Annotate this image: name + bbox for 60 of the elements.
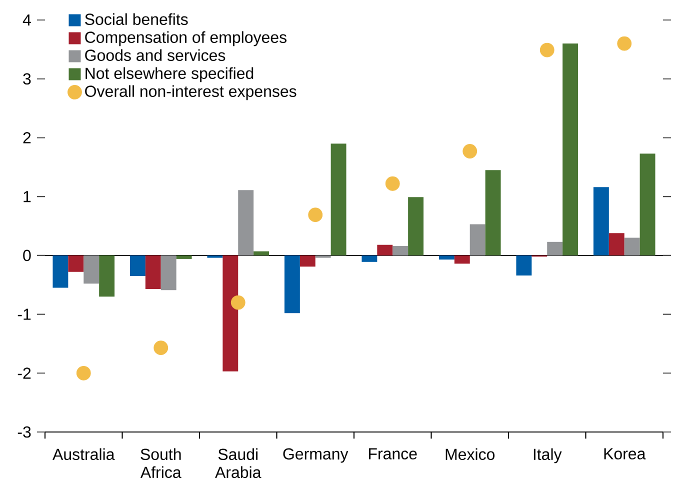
bar <box>516 255 532 276</box>
bar <box>284 255 300 314</box>
bar <box>222 255 238 372</box>
legend-label: Goods and services <box>85 49 226 61</box>
bar <box>640 154 656 256</box>
bar <box>608 233 624 256</box>
y-tick-label: -3 <box>18 426 31 438</box>
bar <box>593 187 609 256</box>
bar <box>438 255 454 260</box>
x-tick-label: France <box>369 448 417 460</box>
bar <box>99 255 115 297</box>
legend-label: Overall non-interest expenses <box>85 85 296 100</box>
bar <box>84 255 100 284</box>
bar <box>300 255 316 267</box>
bar <box>238 190 254 256</box>
y-tick-label: 2 <box>23 132 31 144</box>
y-tick-label: 3 <box>23 73 31 85</box>
y-tick-label: -2 <box>18 368 31 379</box>
bar <box>362 255 378 262</box>
bar <box>68 255 84 272</box>
bar <box>52 255 68 288</box>
bar <box>624 238 640 256</box>
x-tick-label: Australia <box>52 448 115 460</box>
x-tick-label: Mexico <box>446 448 495 460</box>
bar <box>470 224 486 256</box>
point <box>76 366 91 380</box>
point <box>462 144 478 158</box>
bar <box>330 144 346 256</box>
point <box>540 42 554 58</box>
point <box>385 176 400 191</box>
y-tick-label: 4 <box>22 14 31 26</box>
x-tick-label: Saudi Arabia <box>215 448 262 478</box>
point <box>230 295 246 310</box>
point <box>154 340 168 356</box>
legend-label: Compensation of employees <box>85 31 286 46</box>
y-tick-label: 1 <box>24 191 31 202</box>
point <box>617 36 632 51</box>
bar <box>145 255 161 289</box>
bar <box>254 251 270 256</box>
legend-label: Not elsewhere specified <box>86 67 254 82</box>
bar <box>392 246 408 256</box>
x-tick-label: Italy <box>534 448 562 464</box>
x-tick-label: Germany <box>283 448 348 463</box>
x-tick-label: South Africa <box>140 448 182 478</box>
bar <box>547 242 563 256</box>
bar <box>485 170 501 256</box>
bar <box>176 255 192 259</box>
point <box>308 208 323 222</box>
bar <box>130 255 146 276</box>
y-tick-label: -1 <box>18 308 31 320</box>
bar <box>562 44 578 256</box>
x-tick-label: Korea <box>604 448 646 460</box>
bar <box>454 255 470 264</box>
bar <box>315 255 331 258</box>
legend-label: Social benefits <box>85 13 188 25</box>
bar <box>160 255 176 290</box>
bar <box>207 255 223 258</box>
y-tick-label: 0 <box>23 250 31 262</box>
bar <box>377 244 393 256</box>
bar <box>408 197 424 256</box>
